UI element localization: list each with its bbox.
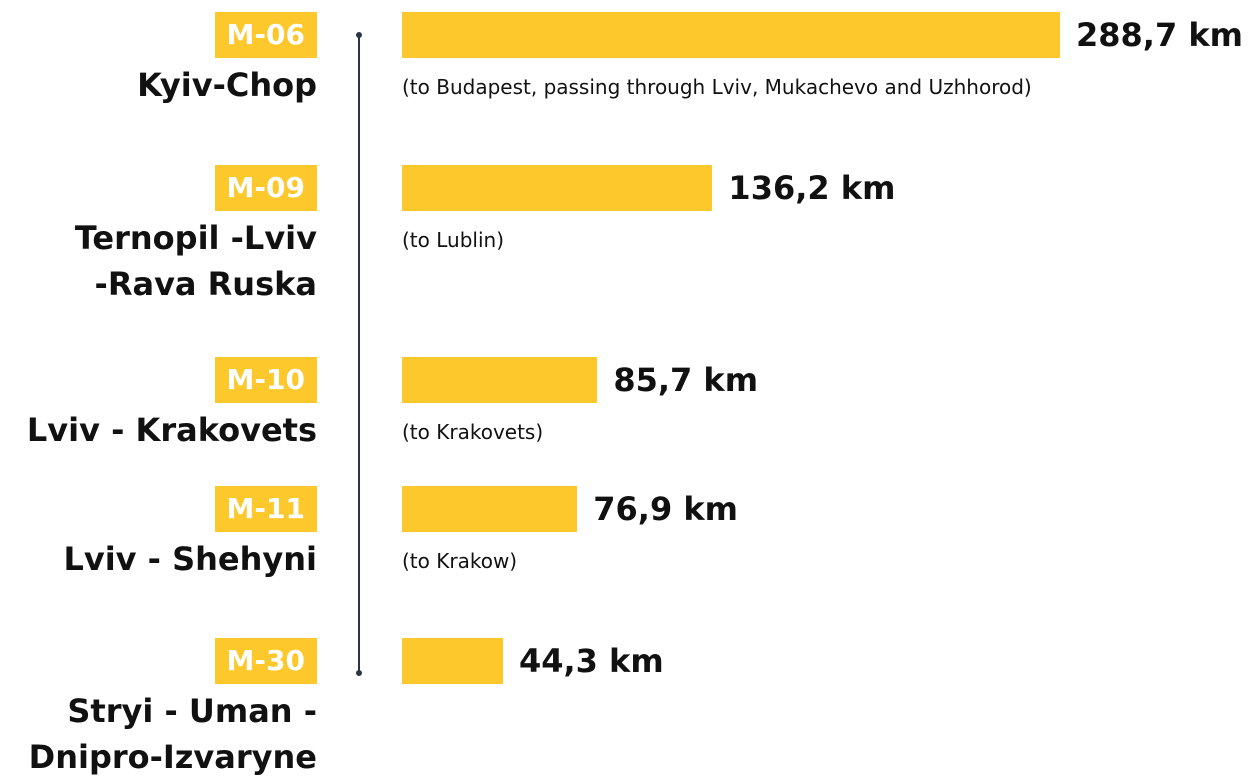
bar [402, 357, 598, 403]
bar [402, 638, 503, 684]
route-name: Lviv - Krakovets [26, 411, 317, 449]
route-code: M-09 [214, 165, 317, 211]
route-note: (to Krakow) [402, 549, 518, 573]
route-code: M-11 [214, 486, 317, 532]
bar [402, 165, 713, 211]
bar [402, 486, 578, 532]
divider-end [356, 670, 362, 676]
value-label: 288,7 km [1076, 16, 1243, 54]
value-label: 76,9 km [593, 490, 738, 528]
route-code: M-30 [214, 638, 317, 684]
divider-end [356, 32, 362, 38]
route-note: (to Lublin) [402, 228, 504, 252]
route-note: (to Budapest, passing through Lviv, Muka… [402, 75, 1032, 99]
value-label: 44,3 km [518, 642, 664, 680]
route-name: Stryi - Uman - Dnipro-Izvaryne [28, 692, 317, 776]
route-note: (to Krakovets) [402, 420, 544, 444]
bar [402, 12, 1060, 58]
route-name: Kyiv-Chop [137, 66, 317, 104]
route-name: Ternopil -Lviv -Rava Ruska [74, 219, 317, 303]
route-name: Lviv - Shehyni [63, 540, 317, 578]
route-code: M-10 [214, 357, 317, 403]
value-label: 136,2 km [728, 169, 896, 207]
route-code: M-06 [214, 12, 317, 58]
value-label: 85,7 km [613, 361, 759, 399]
